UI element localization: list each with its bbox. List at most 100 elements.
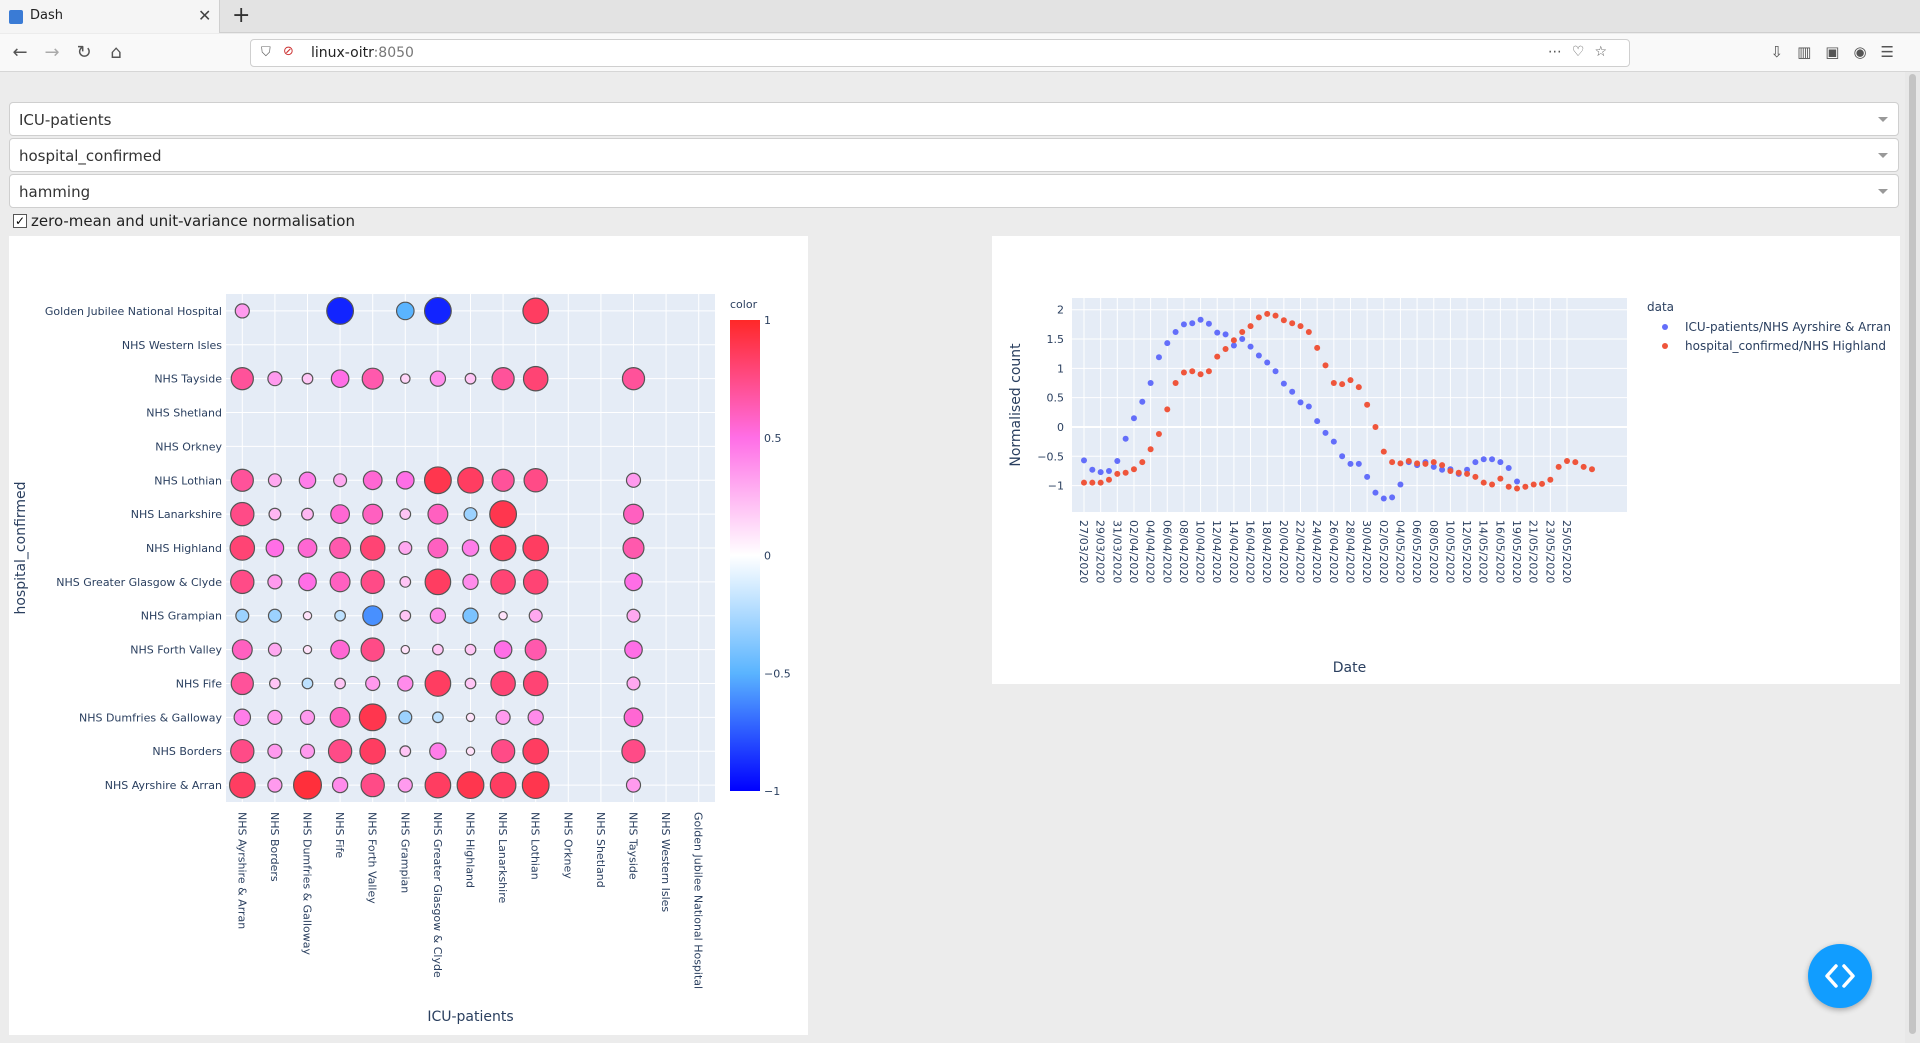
bubble-mark[interactable] [397,777,413,793]
series-point[interactable] [1122,435,1129,442]
legend-marker[interactable] [1662,324,1668,330]
bubble-mark[interactable] [299,743,316,759]
bubble-mark[interactable] [333,473,348,488]
series-point[interactable] [1189,368,1196,375]
series-point[interactable] [1580,463,1587,470]
bubble-mark[interactable] [267,371,283,387]
scrollbar-thumb[interactable] [1909,74,1916,1034]
series-point[interactable] [1147,446,1154,453]
bubble-mark[interactable] [456,771,485,800]
series-point[interactable] [1089,466,1096,473]
series-point[interactable] [1514,478,1521,485]
bubble-mark[interactable] [489,534,517,562]
series-point[interactable] [1264,310,1271,317]
series-point[interactable] [1514,485,1521,492]
series-point[interactable] [1180,321,1187,328]
series-point[interactable] [1205,368,1212,375]
bubble-mark[interactable] [429,370,447,387]
bubble-mark[interactable] [235,608,250,623]
bubble-mark[interactable] [399,745,412,758]
close-tab-icon[interactable]: ✕ [198,6,212,25]
bubble-mark[interactable] [491,468,515,492]
bubble-mark[interactable] [399,575,412,588]
series-point[interactable] [1105,467,1112,474]
bubble-mark[interactable] [432,711,444,724]
bubble-mark[interactable] [268,507,282,521]
series-point[interactable] [1455,469,1462,476]
bubble-mark[interactable] [292,770,323,800]
dash-debug-button[interactable] [1808,944,1872,1008]
bubble-mark[interactable] [491,367,515,391]
bubble-mark[interactable] [457,466,484,494]
bubble-mark[interactable] [298,471,317,490]
series-point[interactable] [1364,401,1371,408]
back-icon[interactable]: ← [12,42,28,63]
bubble-mark[interactable] [298,572,317,592]
bubble-mark[interactable] [360,569,385,595]
series-point[interactable] [1314,418,1321,425]
series-point[interactable] [1081,457,1087,464]
series-point[interactable] [1164,406,1171,413]
series-point[interactable] [1355,384,1362,391]
series-point[interactable] [1305,329,1312,336]
bubble-mark[interactable] [329,706,351,728]
bubble-mark[interactable] [522,365,549,392]
series-point[interactable] [1414,460,1421,467]
method-dropdown[interactable]: hamming [9,174,1899,208]
bubble-mark[interactable] [299,709,316,725]
series-point[interactable] [1397,481,1404,488]
series-point[interactable] [1522,483,1529,490]
bubble-mark[interactable] [330,369,350,389]
bubble-mark[interactable] [465,746,476,756]
home-icon[interactable]: ⌂ [110,42,122,63]
bubble-mark[interactable] [265,538,285,558]
bubble-mark[interactable] [365,675,381,692]
bubble-mark[interactable] [429,607,447,624]
series-point[interactable] [1430,459,1437,466]
bubble-mark[interactable] [330,504,351,525]
series-point[interactable] [1222,346,1229,353]
series-point[interactable] [1364,473,1371,480]
series-point[interactable] [1472,459,1479,466]
bubble-mark[interactable] [301,677,314,690]
url-bar[interactable]: ⛉ ⊘ linux-oitr:8050 ⋯♡☆ [250,39,1630,67]
bubble-mark[interactable] [230,501,255,527]
series-point[interactable] [1255,314,1262,321]
series-point[interactable] [1081,479,1087,486]
series-point[interactable] [1355,460,1362,467]
bubble-mark[interactable] [362,470,383,491]
series-point[interactable] [1297,323,1304,330]
series-point[interactable] [1264,359,1271,366]
series-point[interactable] [1180,369,1187,376]
series-point[interactable] [1230,342,1237,349]
metric-dropdown-1[interactable]: ICU-patients [9,102,1899,136]
bubble-mark[interactable] [301,372,314,385]
bubble-mark[interactable] [521,771,550,800]
bubble-mark[interactable] [427,503,449,525]
bubble-mark[interactable] [463,507,478,522]
series-point[interactable] [1347,377,1354,384]
series-point[interactable] [1489,481,1496,488]
bubble-mark[interactable] [495,709,511,725]
toolbar-icons[interactable]: ⇩▥▣◉☰ [1770,43,1908,61]
bubble-mark[interactable] [622,503,644,525]
series-point[interactable] [1255,352,1262,359]
bubble-mark[interactable] [230,738,255,764]
series-point[interactable] [1330,380,1337,387]
series-point[interactable] [1172,380,1179,387]
series-point[interactable] [1097,479,1104,486]
series-point[interactable] [1297,399,1304,406]
bubble-mark[interactable] [360,637,385,662]
bubble-mark[interactable] [498,610,508,621]
bubble-mark[interactable] [301,507,314,521]
series-point[interactable] [1097,469,1104,476]
bubble-mark[interactable] [399,508,412,521]
bubble-mark[interactable] [230,468,254,492]
bubble-mark[interactable] [358,703,387,732]
series-point[interactable] [1464,470,1471,477]
bubble-mark[interactable] [329,571,351,593]
bubble-mark[interactable] [522,569,549,595]
bubble-mark[interactable] [621,738,646,764]
bubble-mark[interactable] [522,670,549,697]
series-point[interactable] [1539,480,1546,487]
